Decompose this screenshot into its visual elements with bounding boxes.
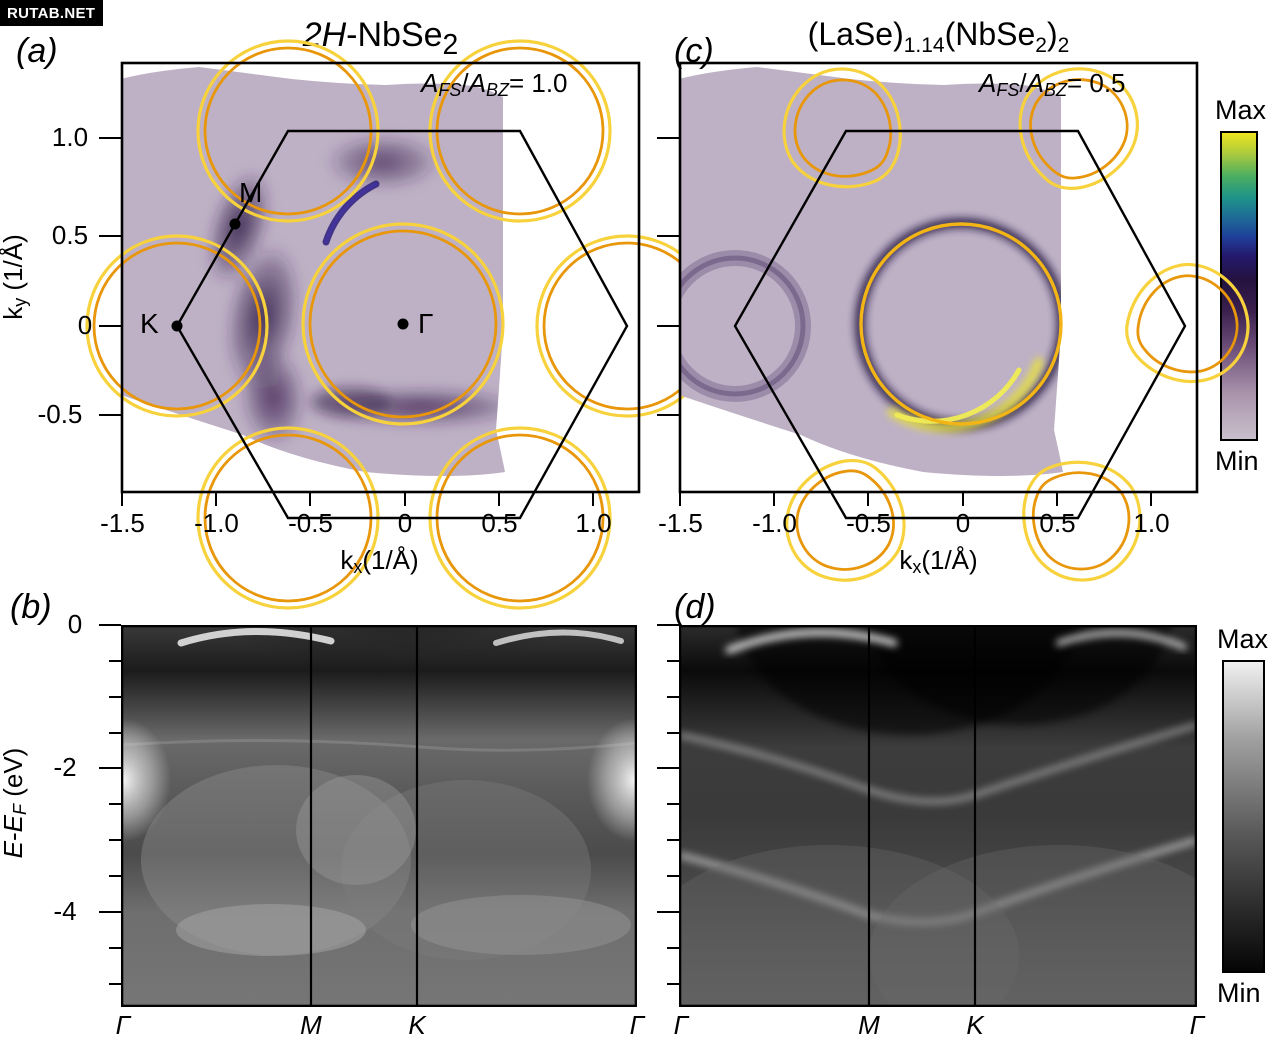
svg-text:Γ: Γ xyxy=(418,308,433,339)
svg-text:K: K xyxy=(140,308,159,339)
svg-text:AFS/ABZ= 0.5: AFS/ABZ= 0.5 xyxy=(977,68,1126,100)
svg-text:M: M xyxy=(239,177,262,208)
svg-text:AFS/ABZ= 1.0: AFS/ABZ= 1.0 xyxy=(419,68,568,100)
